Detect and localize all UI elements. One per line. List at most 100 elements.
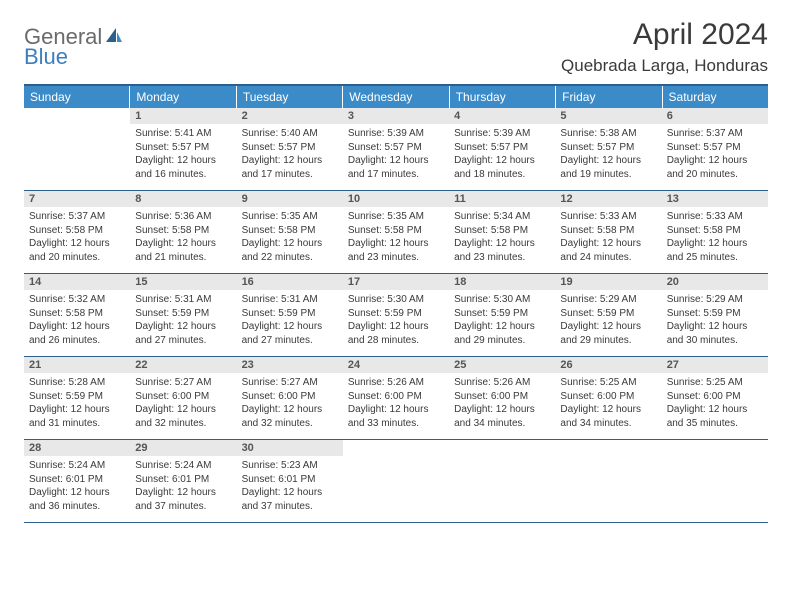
sunset-text: Sunset: 5:58 PM: [454, 224, 550, 238]
week-row: 28Sunrise: 5:24 AMSunset: 6:01 PMDayligh…: [24, 440, 768, 523]
day-number: 25: [449, 357, 555, 373]
daylight-text: and 31 minutes.: [29, 417, 125, 431]
daylight-text: Daylight: 12 hours: [135, 237, 231, 251]
day-body: Sunrise: 5:31 AMSunset: 5:59 PMDaylight:…: [130, 290, 236, 351]
day-body: Sunrise: 5:23 AMSunset: 6:01 PMDaylight:…: [237, 456, 343, 517]
daylight-text: Daylight: 12 hours: [29, 320, 125, 334]
daylight-text: Daylight: 12 hours: [560, 403, 656, 417]
sunrise-text: Sunrise: 5:33 AM: [560, 210, 656, 224]
daylight-text: and 16 minutes.: [135, 168, 231, 182]
sunset-text: Sunset: 5:58 PM: [29, 224, 125, 238]
day-cell: 13Sunrise: 5:33 AMSunset: 5:58 PMDayligh…: [662, 191, 768, 273]
daylight-text: Daylight: 12 hours: [242, 403, 338, 417]
day-cell: 4Sunrise: 5:39 AMSunset: 5:57 PMDaylight…: [449, 108, 555, 190]
daylight-text: and 29 minutes.: [560, 334, 656, 348]
daylight-text: Daylight: 12 hours: [242, 154, 338, 168]
sunrise-text: Sunrise: 5:26 AM: [348, 376, 444, 390]
daylight-text: and 19 minutes.: [560, 168, 656, 182]
daylight-text: and 34 minutes.: [454, 417, 550, 431]
day-body: Sunrise: 5:35 AMSunset: 5:58 PMDaylight:…: [237, 207, 343, 268]
day-cell: 30Sunrise: 5:23 AMSunset: 6:01 PMDayligh…: [237, 440, 343, 522]
day-cell: [555, 440, 661, 522]
weekday-header: Wednesday: [343, 86, 449, 108]
day-number: 30: [237, 440, 343, 456]
sunset-text: Sunset: 5:59 PM: [560, 307, 656, 321]
daylight-text: Daylight: 12 hours: [135, 403, 231, 417]
sunset-text: Sunset: 6:01 PM: [242, 473, 338, 487]
daylight-text: and 25 minutes.: [667, 251, 763, 265]
sunset-text: Sunset: 6:00 PM: [242, 390, 338, 404]
sunrise-text: Sunrise: 5:32 AM: [29, 293, 125, 307]
daylight-text: Daylight: 12 hours: [348, 154, 444, 168]
day-number: 10: [343, 191, 449, 207]
day-number: 20: [662, 274, 768, 290]
day-cell: [24, 108, 130, 190]
day-body: Sunrise: 5:28 AMSunset: 5:59 PMDaylight:…: [24, 373, 130, 434]
daylight-text: and 30 minutes.: [667, 334, 763, 348]
day-number: 19: [555, 274, 661, 290]
daylight-text: Daylight: 12 hours: [560, 320, 656, 334]
day-number: 1: [130, 108, 236, 124]
week-row: 21Sunrise: 5:28 AMSunset: 5:59 PMDayligh…: [24, 357, 768, 440]
sunset-text: Sunset: 5:57 PM: [348, 141, 444, 155]
day-cell: 20Sunrise: 5:29 AMSunset: 5:59 PMDayligh…: [662, 274, 768, 356]
sunrise-text: Sunrise: 5:26 AM: [454, 376, 550, 390]
sunrise-text: Sunrise: 5:37 AM: [29, 210, 125, 224]
day-number: 26: [555, 357, 661, 373]
daylight-text: and 35 minutes.: [667, 417, 763, 431]
sunrise-text: Sunrise: 5:28 AM: [29, 376, 125, 390]
daylight-text: and 17 minutes.: [242, 168, 338, 182]
location-label: Quebrada Larga, Honduras: [561, 56, 768, 76]
week-row: 1Sunrise: 5:41 AMSunset: 5:57 PMDaylight…: [24, 108, 768, 191]
sunset-text: Sunset: 5:59 PM: [29, 390, 125, 404]
day-number: 24: [343, 357, 449, 373]
sunrise-text: Sunrise: 5:27 AM: [242, 376, 338, 390]
daylight-text: Daylight: 12 hours: [135, 154, 231, 168]
weekday-header: Saturday: [663, 86, 768, 108]
daylight-text: and 24 minutes.: [560, 251, 656, 265]
daylight-text: and 27 minutes.: [135, 334, 231, 348]
day-number: 13: [662, 191, 768, 207]
daylight-text: and 37 minutes.: [242, 500, 338, 514]
sunrise-text: Sunrise: 5:24 AM: [135, 459, 231, 473]
day-cell: 2Sunrise: 5:40 AMSunset: 5:57 PMDaylight…: [237, 108, 343, 190]
sunset-text: Sunset: 5:58 PM: [29, 307, 125, 321]
day-body: Sunrise: 5:40 AMSunset: 5:57 PMDaylight:…: [237, 124, 343, 185]
sunrise-text: Sunrise: 5:33 AM: [667, 210, 763, 224]
daylight-text: Daylight: 12 hours: [454, 320, 550, 334]
day-number: 18: [449, 274, 555, 290]
daylight-text: Daylight: 12 hours: [348, 403, 444, 417]
day-cell: 24Sunrise: 5:26 AMSunset: 6:00 PMDayligh…: [343, 357, 449, 439]
sunset-text: Sunset: 6:01 PM: [29, 473, 125, 487]
day-cell: 9Sunrise: 5:35 AMSunset: 5:58 PMDaylight…: [237, 191, 343, 273]
day-number: 5: [555, 108, 661, 124]
sunset-text: Sunset: 5:57 PM: [242, 141, 338, 155]
day-cell: 19Sunrise: 5:29 AMSunset: 5:59 PMDayligh…: [555, 274, 661, 356]
week-row: 14Sunrise: 5:32 AMSunset: 5:58 PMDayligh…: [24, 274, 768, 357]
day-body: Sunrise: 5:33 AMSunset: 5:58 PMDaylight:…: [662, 207, 768, 268]
day-cell: 10Sunrise: 5:35 AMSunset: 5:58 PMDayligh…: [343, 191, 449, 273]
daylight-text: and 21 minutes.: [135, 251, 231, 265]
day-cell: 17Sunrise: 5:30 AMSunset: 5:59 PMDayligh…: [343, 274, 449, 356]
daylight-text: and 34 minutes.: [560, 417, 656, 431]
daylight-text: Daylight: 12 hours: [454, 154, 550, 168]
weekday-header: Friday: [556, 86, 662, 108]
daylight-text: Daylight: 12 hours: [560, 154, 656, 168]
daylight-text: and 20 minutes.: [29, 251, 125, 265]
sunrise-text: Sunrise: 5:31 AM: [135, 293, 231, 307]
sunset-text: Sunset: 5:58 PM: [135, 224, 231, 238]
day-number: 9: [237, 191, 343, 207]
daylight-text: and 23 minutes.: [348, 251, 444, 265]
day-body: Sunrise: 5:36 AMSunset: 5:58 PMDaylight:…: [130, 207, 236, 268]
day-cell: 5Sunrise: 5:38 AMSunset: 5:57 PMDaylight…: [555, 108, 661, 190]
sunset-text: Sunset: 6:00 PM: [560, 390, 656, 404]
day-body: Sunrise: 5:30 AMSunset: 5:59 PMDaylight:…: [449, 290, 555, 351]
sunrise-text: Sunrise: 5:30 AM: [454, 293, 550, 307]
day-number: 23: [237, 357, 343, 373]
sunset-text: Sunset: 5:58 PM: [348, 224, 444, 238]
day-cell: 3Sunrise: 5:39 AMSunset: 5:57 PMDaylight…: [343, 108, 449, 190]
sunset-text: Sunset: 6:00 PM: [135, 390, 231, 404]
header: General April 2024 Quebrada Larga, Hondu…: [24, 18, 768, 76]
sunrise-text: Sunrise: 5:25 AM: [667, 376, 763, 390]
day-body: Sunrise: 5:30 AMSunset: 5:59 PMDaylight:…: [343, 290, 449, 351]
